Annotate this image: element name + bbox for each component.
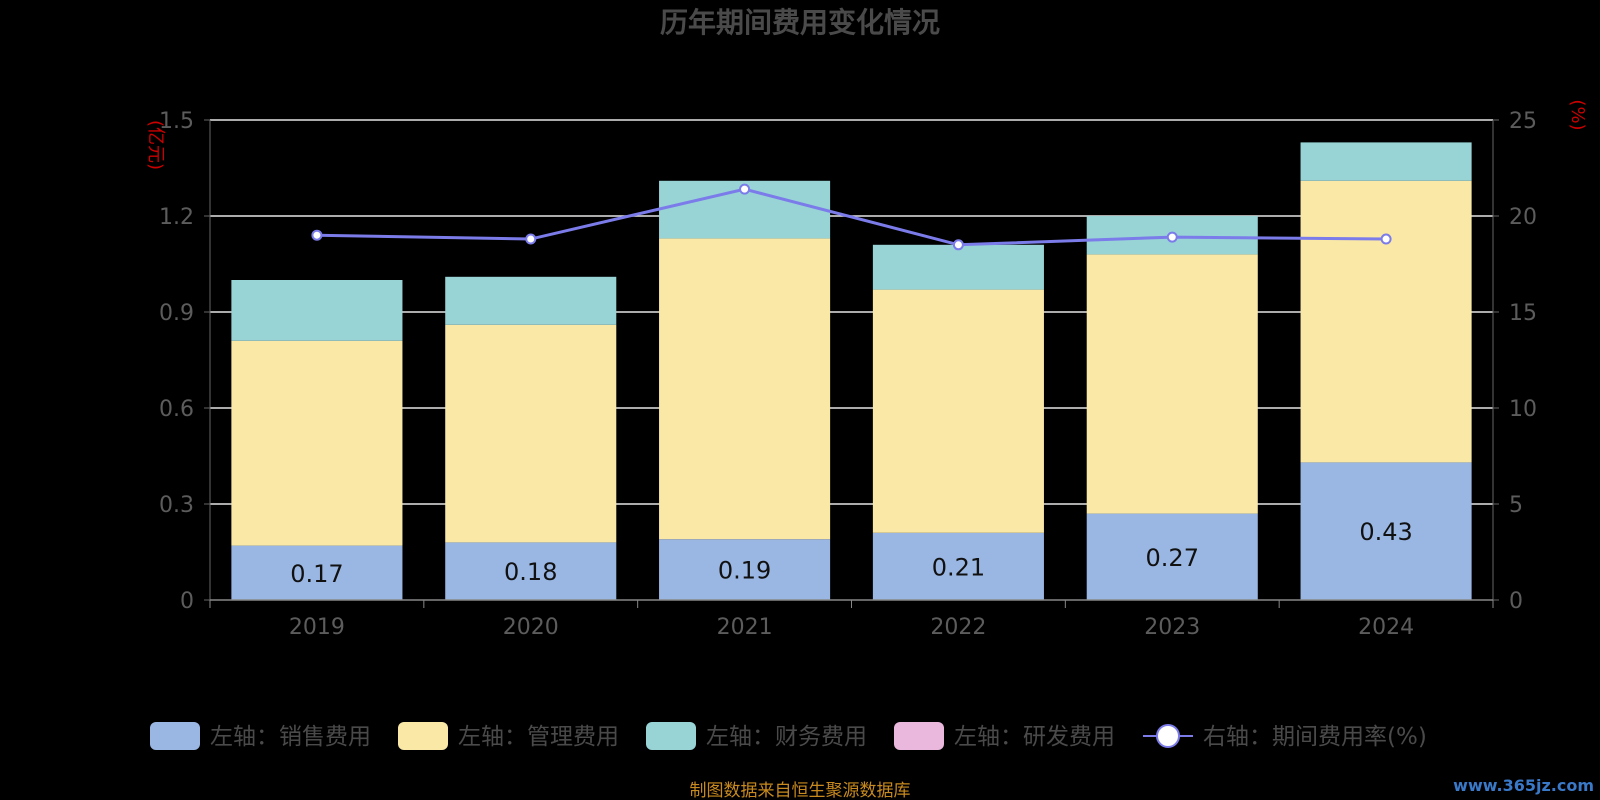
bar-segment[interactable]: [231, 280, 403, 341]
bar-segment[interactable]: [659, 238, 831, 540]
rate-point[interactable]: [739, 183, 751, 195]
x-tick-label: 2021: [717, 615, 773, 640]
bar-segment[interactable]: [445, 542, 617, 600]
bar-segment[interactable]: [231, 340, 403, 546]
bar-segment[interactable]: [1086, 513, 1258, 600]
bar-segment[interactable]: [1086, 254, 1258, 514]
y-left-tick-label: 0.3: [159, 493, 194, 518]
bar-value-label: 0.21: [932, 553, 985, 581]
left-axis-unit: (亿元): [145, 120, 166, 170]
y-left-tick-label: 1.2: [159, 205, 194, 230]
rate-point[interactable]: [311, 229, 323, 241]
y-right-tick-label: 5: [1509, 493, 1523, 518]
rate-line-path: [316, 187, 1387, 247]
x-tick-label: 2022: [930, 615, 986, 640]
rate-point[interactable]: [1166, 231, 1178, 243]
rate-point[interactable]: [525, 233, 537, 245]
bar-segment[interactable]: [659, 539, 831, 600]
x-tick-label: 2019: [289, 615, 345, 640]
y-right-tick-label: 0: [1509, 589, 1523, 614]
legend-line-marker[interactable]: [1156, 724, 1180, 748]
legend-swatch[interactable]: [646, 722, 696, 750]
source-note: 制图数据来自恒生聚源数据库: [690, 781, 911, 800]
rate-point[interactable]: [1380, 233, 1392, 245]
axes: 0 0.3 0.6 0.9 1.2 1.5 0 5 10 15 20 25 2019 2020 2021 20…: [159, 109, 1537, 640]
bar-value-label: 0.43: [1359, 518, 1412, 546]
y-right-tick-label: 25: [1509, 109, 1537, 134]
legend-swatch[interactable]: [398, 722, 448, 750]
chart-title: 历年期间费用变化情况: [660, 6, 940, 39]
legend-label[interactable]: 左轴：研发费用: [954, 724, 1115, 750]
rate-point[interactable]: [952, 239, 964, 251]
legend-swatch[interactable]: [150, 722, 200, 750]
bar-value-label: 0.27: [1146, 544, 1199, 572]
bar-value-label: 0.19: [718, 557, 771, 585]
bar-value-label: 0.18: [504, 558, 557, 586]
bar-segment[interactable]: [445, 324, 617, 543]
y-left-tick-label: 0.9: [159, 301, 194, 326]
bar-segment[interactable]: [231, 545, 403, 600]
legend-label[interactable]: 左轴：销售费用: [210, 724, 371, 750]
y-right-tick-label: 20: [1509, 205, 1537, 230]
y-left-tick-label: 0.6: [159, 397, 194, 422]
bar-segment[interactable]: [872, 244, 1044, 290]
bar-segment[interactable]: [1300, 180, 1472, 463]
bar-segment[interactable]: [1300, 142, 1472, 181]
x-tick-label: 2020: [503, 615, 559, 640]
y-left-tick-label: 0: [180, 589, 194, 614]
y-right-tick-label: 10: [1509, 397, 1537, 422]
bars: 0.17 0.18 0.19 0.21 0.27 0.43: [231, 142, 1472, 600]
right-axis-unit: (%): [1567, 99, 1588, 130]
legend[interactable]: 左轴：销售费用 左轴：管理费用 左轴：财务费用 左轴：研发费用 右轴：期间费用率(%): [150, 722, 1427, 750]
legend-label[interactable]: 左轴：财务费用: [706, 724, 867, 750]
y-left-tick-label: 1.5: [159, 109, 194, 134]
watermark: www.365jz.com: [1453, 776, 1594, 795]
bar-segment[interactable]: [1300, 462, 1472, 600]
x-tick-label: 2024: [1358, 615, 1414, 640]
bar-segment[interactable]: [872, 289, 1044, 533]
bar-segment[interactable]: [445, 276, 617, 325]
bar-value-label: 0.17: [290, 560, 343, 588]
bar-segment[interactable]: [872, 532, 1044, 600]
rate-line: [311, 183, 1392, 251]
y-right-tick-label: 15: [1509, 301, 1537, 326]
legend-label[interactable]: 右轴：期间费用率(%): [1203, 724, 1427, 750]
legend-swatch[interactable]: [894, 722, 944, 750]
x-tick-label: 2023: [1144, 615, 1200, 640]
legend-label[interactable]: 左轴：管理费用: [458, 724, 619, 750]
